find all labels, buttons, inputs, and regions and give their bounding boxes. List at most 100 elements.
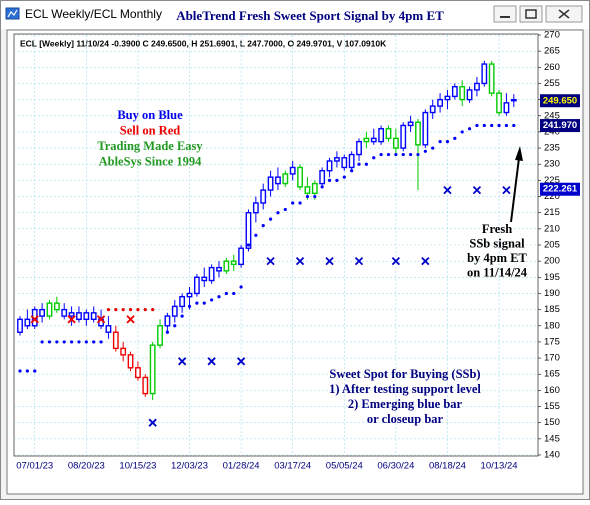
candle-body xyxy=(164,315,171,327)
sell-signals xyxy=(96,315,106,324)
support-dots xyxy=(482,123,486,128)
candle-body xyxy=(245,211,252,249)
support-dots xyxy=(261,224,265,228)
support-dots xyxy=(350,169,354,173)
candle-body xyxy=(120,347,127,356)
support-dots xyxy=(291,201,295,205)
arrow-head xyxy=(515,146,523,161)
support-dots xyxy=(372,156,376,160)
candle-body xyxy=(422,111,429,146)
candle-body xyxy=(267,176,274,191)
candle-body xyxy=(510,99,517,102)
legend-annotation: AbleSys Since 1994 xyxy=(99,154,203,168)
arrow-shaft xyxy=(510,157,520,223)
candle-body xyxy=(127,354,134,369)
chart-info: ECL [Weekly] 11/10/24 -0.3900 C 249.6500… xyxy=(20,38,387,48)
legend-annotation: Trading Made Easy xyxy=(97,139,203,153)
support-dots xyxy=(401,152,405,157)
window-buttons xyxy=(493,5,583,23)
buy-signals xyxy=(391,257,401,266)
price-tag-label: 222.261 xyxy=(543,184,578,195)
support-dots xyxy=(77,340,81,344)
x-tick-label: 07/01/23 xyxy=(16,461,53,472)
candle-body xyxy=(326,160,333,172)
candle-body xyxy=(46,302,53,317)
candle-body xyxy=(260,189,267,204)
minimize-button[interactable] xyxy=(493,5,517,23)
buy-signals xyxy=(207,357,216,366)
y-tick-label: 260 xyxy=(544,62,560,73)
y-tick-label: 200 xyxy=(544,256,560,267)
window-title: ECL Weekly/ECL Monthly xyxy=(25,7,162,21)
candle-body xyxy=(24,318,31,327)
support-dots xyxy=(276,211,280,215)
buy-signals xyxy=(325,257,334,266)
y-tick-label: 210 xyxy=(544,223,560,234)
candle-body xyxy=(83,312,90,321)
candle-body xyxy=(238,247,244,266)
support-dots xyxy=(224,291,228,296)
support-dots xyxy=(268,217,273,221)
sweet-spot-note: Sweet Spot for Buying (SSb) xyxy=(329,367,480,381)
candle-body xyxy=(208,266,215,282)
x-tick-label: 12/03/23 xyxy=(171,461,208,472)
support-dots xyxy=(490,123,494,128)
sweet-spot-note: 2) Emerging blue bar xyxy=(348,397,463,411)
support-dots xyxy=(69,340,74,344)
candle-body xyxy=(334,157,340,162)
y-tick-label: 160 xyxy=(544,385,560,396)
candle-body xyxy=(503,102,510,114)
support-dots xyxy=(416,152,420,157)
y-tick-label: 205 xyxy=(544,240,560,251)
chart-panel xyxy=(6,29,584,495)
support-dots xyxy=(40,340,44,344)
support-dots xyxy=(217,295,221,299)
resistance-dots xyxy=(151,308,155,312)
support-dots xyxy=(180,314,184,318)
candle-body xyxy=(363,137,370,143)
restore-button[interactable] xyxy=(519,5,543,23)
y-tick-label: 155 xyxy=(544,401,560,412)
support-dots xyxy=(313,194,317,199)
price-tag xyxy=(540,119,580,133)
candle-body xyxy=(186,292,193,298)
candle-body xyxy=(76,312,82,321)
y-tick-label: 255 xyxy=(544,78,560,89)
candle-body xyxy=(407,121,414,127)
y-tick-label: 140 xyxy=(544,450,560,461)
support-dots xyxy=(283,207,287,212)
support-dots xyxy=(232,291,236,296)
plot-layer: 140 145 150 155 160 165 170 175 180 185 190 195 200 2… xyxy=(14,30,580,472)
support-dots xyxy=(55,340,59,344)
support-dots xyxy=(342,175,346,179)
x-tick-label: 03/17/24 xyxy=(274,461,311,472)
y-tick-label: 180 xyxy=(544,320,560,331)
x-tick-label: 06/30/24 xyxy=(377,461,414,472)
support-dots xyxy=(409,152,413,157)
resistance-dots xyxy=(106,308,111,312)
candle-body xyxy=(319,169,326,185)
buy-signals xyxy=(236,357,246,366)
support-dots xyxy=(18,369,22,373)
legend-annotation: Buy on Blue xyxy=(117,108,183,122)
x-tick-label: 08/20/23 xyxy=(68,461,105,472)
y-tick-label: 215 xyxy=(544,207,560,218)
x-tick-label: 08/18/24 xyxy=(429,461,466,472)
legend-annotation: Sell on Red xyxy=(120,123,180,137)
resistance-dots xyxy=(143,308,147,312)
support-dots xyxy=(84,340,88,344)
support-dots xyxy=(364,162,368,166)
y-tick-label: 190 xyxy=(544,288,560,299)
buy-signals xyxy=(354,257,364,266)
support-dots xyxy=(460,130,464,134)
support-dots xyxy=(187,304,192,308)
buy-signals xyxy=(148,418,157,427)
candle-body xyxy=(429,105,436,114)
candle-body xyxy=(437,98,443,107)
buy-signals xyxy=(502,185,511,195)
candle-body xyxy=(230,260,237,266)
candle-body xyxy=(39,308,46,317)
candle-body xyxy=(201,276,208,282)
y-tick-label: 230 xyxy=(544,159,560,170)
